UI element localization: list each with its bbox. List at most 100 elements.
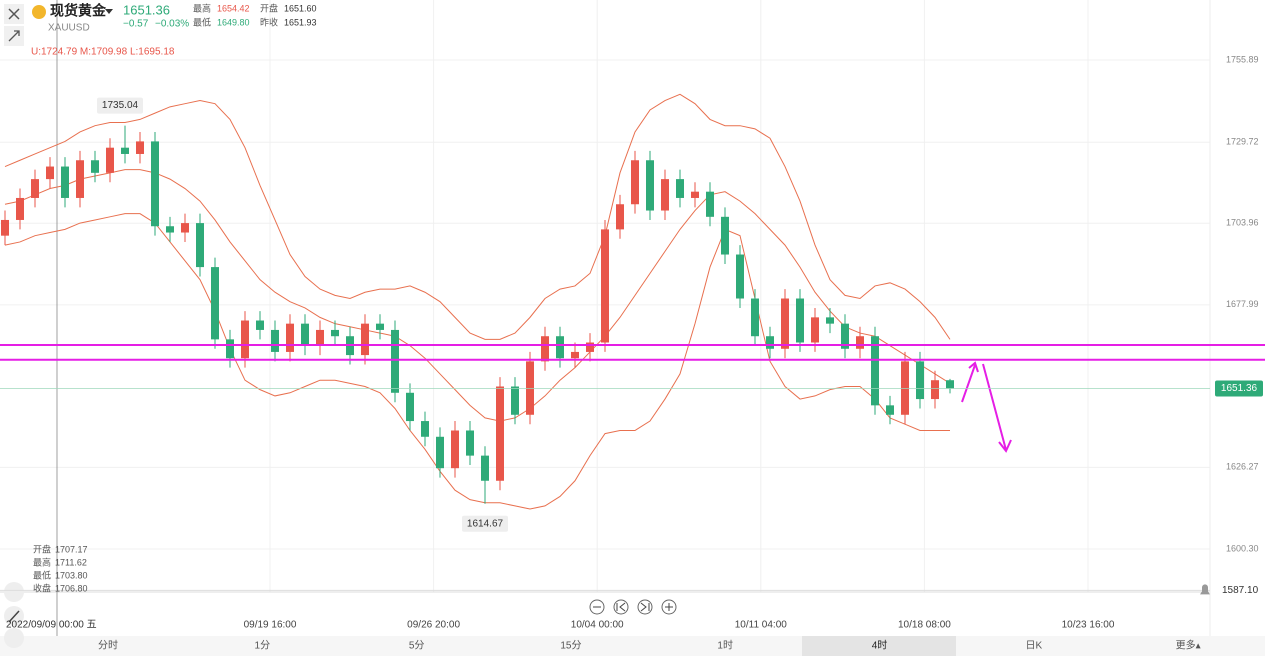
candle-body <box>571 351 579 359</box>
candle-body <box>361 323 369 356</box>
candle-body <box>526 361 534 415</box>
candle-body <box>946 380 954 389</box>
candle-body <box>391 329 399 393</box>
candle-body <box>286 323 294 352</box>
candle-body <box>601 229 609 343</box>
candle-body <box>616 204 624 230</box>
y-tick-label: 1729.72 <box>1226 137 1259 147</box>
candle-body <box>61 166 69 198</box>
instrument-name: 现货黄金 <box>50 3 107 19</box>
candle-body <box>301 323 309 346</box>
candle-body <box>721 216 729 255</box>
tab[interactable]: 5分 <box>409 640 425 652</box>
tab[interactable]: 4时 <box>872 640 888 652</box>
zoom-icons <box>593 602 673 612</box>
candle-body <box>376 323 384 330</box>
max-label: 1735.04 <box>102 100 139 111</box>
info-value: 1711.62 <box>55 557 87 567</box>
candle-body <box>901 361 909 415</box>
candle-body <box>841 323 849 349</box>
band-mid <box>4 169 951 422</box>
y-tick-label: 1703.96 <box>1226 218 1259 228</box>
candle-body <box>796 298 804 343</box>
candle-body <box>451 430 459 469</box>
x-tick-label: 10/11 04:00 <box>735 620 788 631</box>
stat-label: 开盘 <box>260 2 278 13</box>
scroll-left[interactable] <box>613 599 629 615</box>
candle-body <box>151 141 159 227</box>
price: 1651.36 <box>123 2 170 17</box>
tab-selected <box>802 636 956 656</box>
y-tick-label: 1677.99 <box>1226 299 1259 309</box>
candle-body <box>16 197 24 220</box>
candle-body <box>826 317 834 324</box>
min-label-bg <box>462 515 508 532</box>
candle-body <box>661 179 669 211</box>
bell-icon <box>1200 584 1210 595</box>
candle-body <box>166 226 174 233</box>
tab[interactable]: 更多▴ <box>1176 639 1201 652</box>
band-upper <box>4 93 951 340</box>
expand-icon <box>8 30 20 42</box>
candle-body <box>436 436 444 469</box>
scroll-right[interactable] <box>637 599 653 615</box>
gold-icon <box>32 5 46 19</box>
y-tick-label: 1755.89 <box>1226 54 1259 64</box>
info-label: 开盘 <box>33 543 51 554</box>
info-label: 最高 <box>33 556 51 567</box>
info-label: 收盘 <box>33 582 51 593</box>
tab[interactable]: 日K <box>1025 641 1042 652</box>
candle-body <box>121 147 129 154</box>
candle-body <box>631 160 639 205</box>
candle-body <box>541 336 549 362</box>
crosshair-label: 2022/09/09 00:00 五 <box>6 620 97 631</box>
indicator-button[interactable] <box>4 582 24 602</box>
candle-body <box>856 336 864 349</box>
candle-body <box>46 166 54 180</box>
candle-body <box>676 179 684 198</box>
stat-value: 1654.42 <box>217 3 250 13</box>
min-label: 1614.67 <box>467 518 504 529</box>
candle-body <box>106 147 114 173</box>
candle-body <box>421 421 429 437</box>
candle-body <box>211 267 219 340</box>
candle-body <box>811 317 819 343</box>
stat-label: 昨收 <box>260 16 278 27</box>
max-label-bg <box>97 97 143 114</box>
tab[interactable]: 分时 <box>98 640 118 652</box>
tab[interactable]: 15分 <box>560 640 581 652</box>
change: −0.57 <box>123 19 149 30</box>
candle-body <box>481 455 489 481</box>
candle-body <box>511 386 519 415</box>
candle-body <box>31 179 39 198</box>
tab[interactable]: 1时 <box>717 640 733 652</box>
arrow-up <box>961 361 979 403</box>
dropdown[interactable] <box>105 9 113 14</box>
info-value: 1707.17 <box>55 544 88 554</box>
candle-body <box>76 160 84 198</box>
x-tick-label: 10/23 16:00 <box>1062 620 1115 631</box>
candle-body <box>871 336 879 406</box>
band-lower <box>4 213 950 510</box>
candle-body <box>751 298 759 337</box>
candle-body <box>226 339 234 359</box>
candle-body <box>931 380 939 400</box>
info-value: 1706.80 <box>55 583 88 593</box>
candle-body <box>916 361 924 400</box>
candle-body <box>331 329 339 337</box>
tab[interactable]: 1分 <box>255 640 271 652</box>
info-label: 最低 <box>33 569 51 580</box>
trend-button[interactable] <box>4 628 24 648</box>
change-pct: −0.03% <box>155 19 189 30</box>
candle-body <box>136 141 144 154</box>
stat-label: 最低 <box>193 16 211 27</box>
price-tag-label: 1651.36 <box>1221 383 1258 394</box>
candle-body <box>736 254 744 299</box>
candle-body <box>781 298 789 349</box>
indicator-label: U:1724.79 M:1709.98 L:1695.18 <box>31 47 175 58</box>
stat-value: 1651.93 <box>284 17 317 27</box>
arrow-down <box>982 363 1012 453</box>
candle-body <box>181 223 189 233</box>
